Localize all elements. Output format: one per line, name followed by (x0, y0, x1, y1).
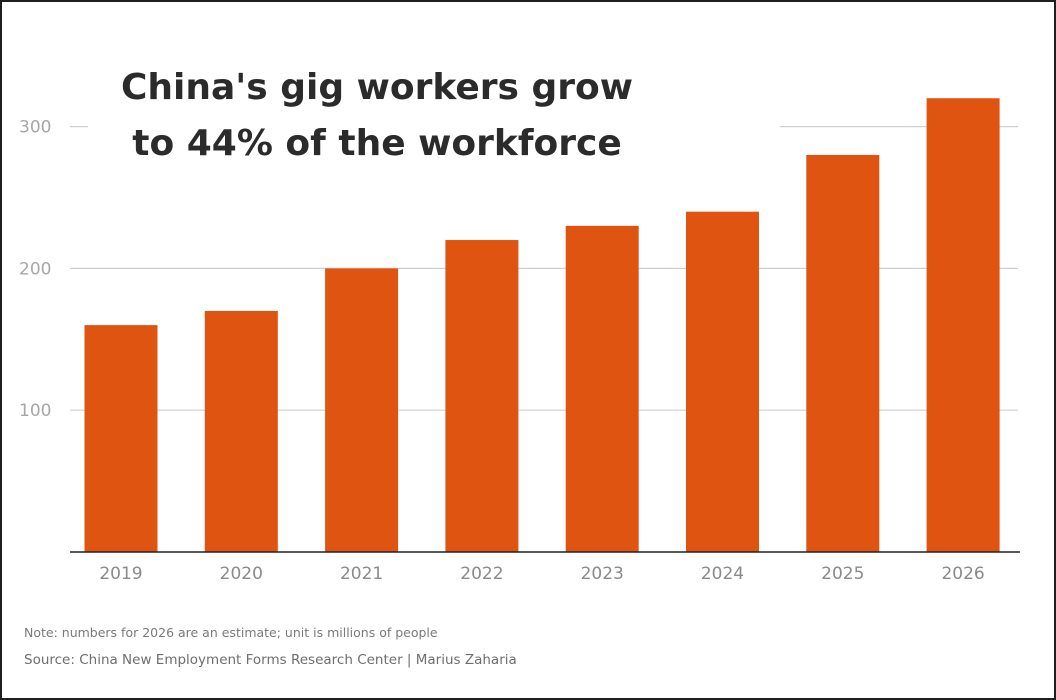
bars (70, 98, 1020, 553)
x-tick-label: 2019 (99, 564, 142, 584)
axis-labels: 100 200 300 2019 2020 2021 2022 2023 2024 2025 202… (19, 118, 985, 584)
chart-title-line-2: to 44% of the workforce (132, 123, 622, 164)
bar-2020 (204, 310, 278, 552)
x-tick-label: 2023 (581, 564, 624, 584)
y-tick-label: 200 (19, 259, 51, 279)
chart-source: Source: China New Employment Forms Resea… (24, 652, 517, 668)
x-tick-label: 2025 (821, 564, 864, 584)
x-tick-label: 2026 (941, 564, 984, 584)
bar-2024 (686, 211, 759, 552)
chart-title: China's gig workers grow to 44% of the w… (92, 60, 662, 172)
bar-2023 (565, 225, 639, 553)
chart-note: Note: numbers for 2026 are an estimate; … (24, 625, 438, 640)
bar-2021 (325, 268, 399, 552)
y-tick-label: 300 (19, 118, 51, 138)
x-tick-label: 2021 (340, 564, 383, 584)
x-tick-label: 2022 (460, 564, 503, 584)
bar-2025 (806, 154, 880, 552)
y-tick-label: 100 (19, 401, 51, 421)
bar-2026 (926, 98, 1000, 553)
bar-2022 (445, 240, 519, 553)
bar-2019 (84, 325, 158, 552)
chart-title-line-1: China's gig workers grow (120, 67, 634, 108)
x-tick-label: 2020 (220, 564, 263, 584)
x-tick-label: 2024 (701, 564, 744, 584)
